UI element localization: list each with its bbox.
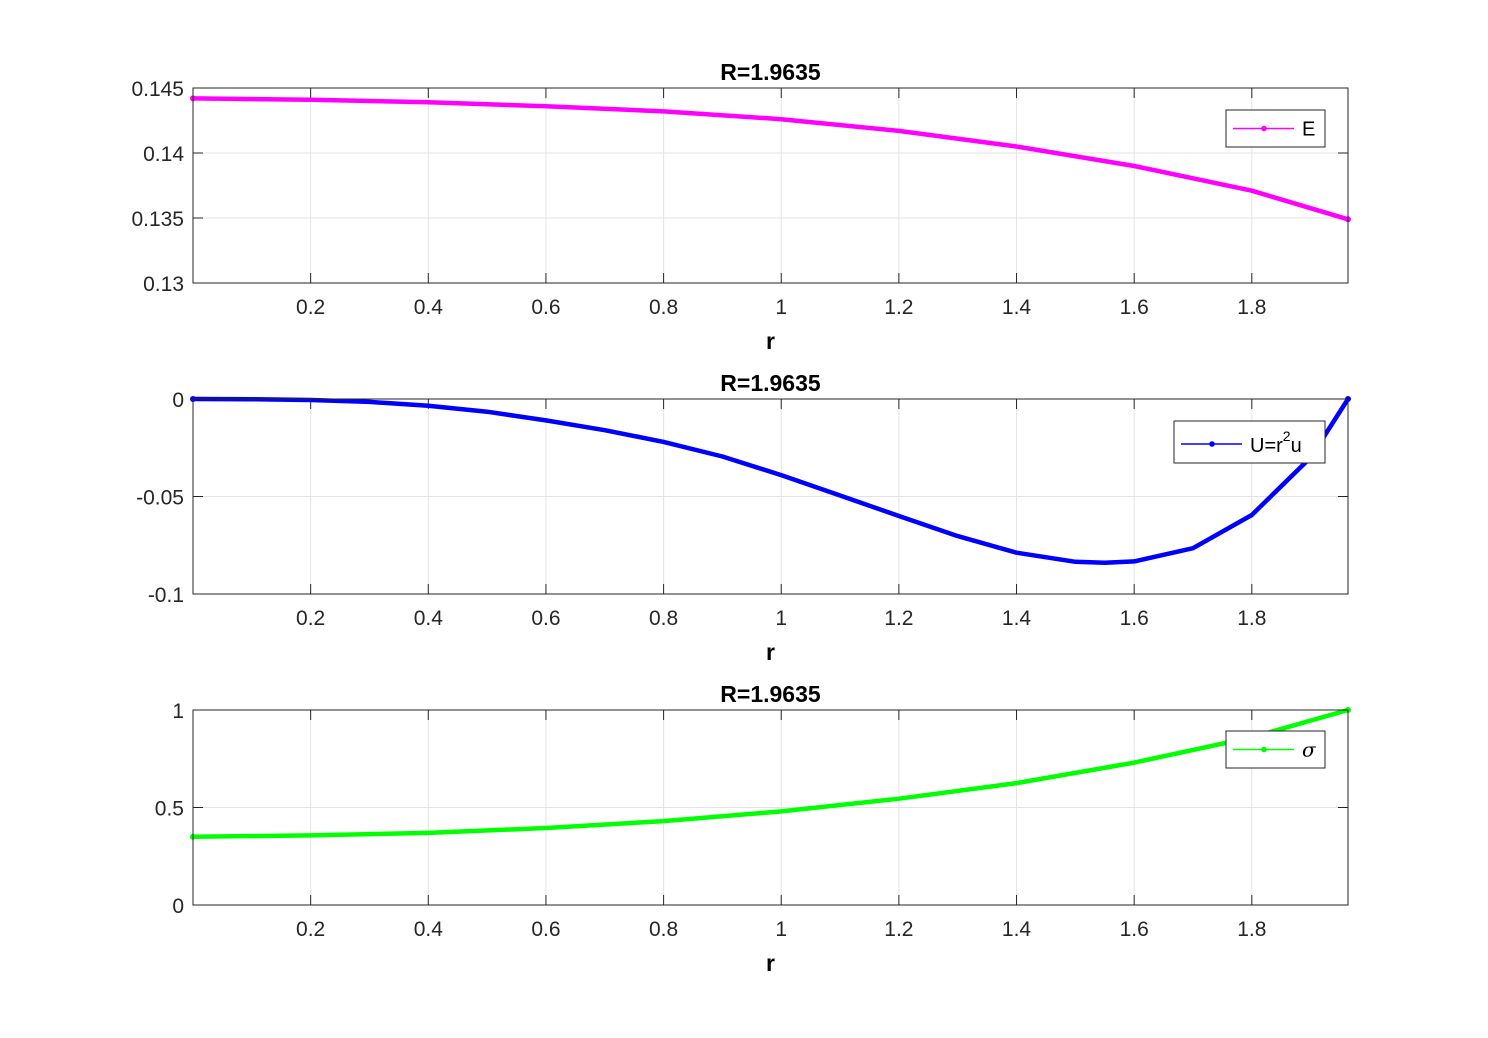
x-tick-label: 1.6 [1120,607,1149,630]
subplot-1: 0.2 0.4 0.6 0.8 1 1.2 1.4 1.6 1.8 0.13 0.135 0.14 0.… [131,59,1351,354]
y-tick-label: 0.135 [131,208,184,231]
x-tick-label: 1.4 [1002,918,1032,941]
chart-title: R=1.9635 [720,681,821,707]
legend: σ [1225,730,1326,769]
x-tick-label: 1 [775,918,787,941]
x-tick-label: 1.4 [1002,607,1032,630]
y-tick-label: 0.13 [143,273,184,296]
x-tick-label: 1.2 [884,607,913,630]
x-tick-label: 0.2 [296,607,325,630]
y-tick-label: -0.1 [148,584,184,607]
series-line-3 [190,707,1351,840]
subplot-2: 0.2 0.4 0.6 0.8 1 1.2 1.4 1.6 1.8 -0.1 -0.05 0 R=1.9… [136,370,1351,665]
ticks: 0.2 0.4 0.6 0.8 1 1.2 1.4 1.6 1.8 0 0.5 1 [155,700,1348,941]
x-tick-label: 0.8 [649,607,678,630]
ticks: 0.2 0.4 0.6 0.8 1 1.2 1.4 1.6 1.8 0.13 0.135 0.14 0.… [131,78,1348,319]
x-tick-label: 1.2 [884,918,913,941]
legend-box [1173,420,1326,464]
x-tick-label: 0.6 [531,918,560,941]
subplots: 0.2 0.4 0.6 0.8 1 1.2 1.4 1.6 1.8 0.13 0.135 0.14 0.… [131,59,1351,976]
chart-title: R=1.9635 [720,370,821,396]
legend-marker [1209,441,1215,447]
series-line-1 [190,96,1351,222]
legend-label: E [1302,119,1315,141]
x-tick-label: 1 [775,296,787,319]
axes-box [192,87,1349,284]
y-tick-label: 1 [172,700,184,723]
axes-box [192,398,1349,595]
axes-box [192,709,1349,906]
x-tick-label: 0.2 [296,296,325,319]
y-tick-label: 0 [172,389,184,412]
y-tick-label: 0.14 [143,143,184,166]
x-tick-label: 1.6 [1120,296,1149,319]
x-tick-label: 1.4 [1002,296,1032,319]
legend: U=r2u [1173,420,1326,464]
x-axis-label: r [766,639,775,665]
x-tick-label: 0.4 [414,918,444,941]
x-tick-label: 1.8 [1237,918,1266,941]
legend-marker [1261,125,1267,132]
x-tick-label: 1.8 [1237,296,1266,319]
x-tick-label: 0.4 [414,607,444,630]
x-tick-label: 1.8 [1237,607,1266,630]
legend-label: U=r2u [1250,428,1302,457]
x-tick-label: 0.2 [296,918,325,941]
x-tick-label: 0.6 [531,607,560,630]
x-tick-label: 0.4 [414,296,444,319]
series-line-2 [190,396,1351,566]
y-tick-label: -0.05 [136,487,184,510]
x-axis-label: r [766,328,775,354]
legend-label: σ [1302,738,1317,762]
y-tick-label: 0.5 [155,798,184,821]
legend: E [1225,109,1326,148]
x-tick-label: 0.8 [649,296,678,319]
x-tick-label: 1 [775,607,787,630]
subplot-3: 0.2 0.4 0.6 0.8 1 1.2 1.4 1.6 1.8 0 0.5 1 R=1.9635 r σ [155,681,1351,976]
x-tick-label: 1.2 [884,296,913,319]
y-tick-label: 0.145 [131,78,184,101]
chart-title: R=1.9635 [720,59,821,85]
x-axis-label: r [766,950,775,976]
x-tick-label: 1.6 [1120,918,1149,941]
legend-marker [1261,746,1267,753]
y-tick-label: 0 [172,895,184,918]
x-tick-label: 0.6 [531,296,560,319]
x-tick-label: 0.8 [649,918,678,941]
